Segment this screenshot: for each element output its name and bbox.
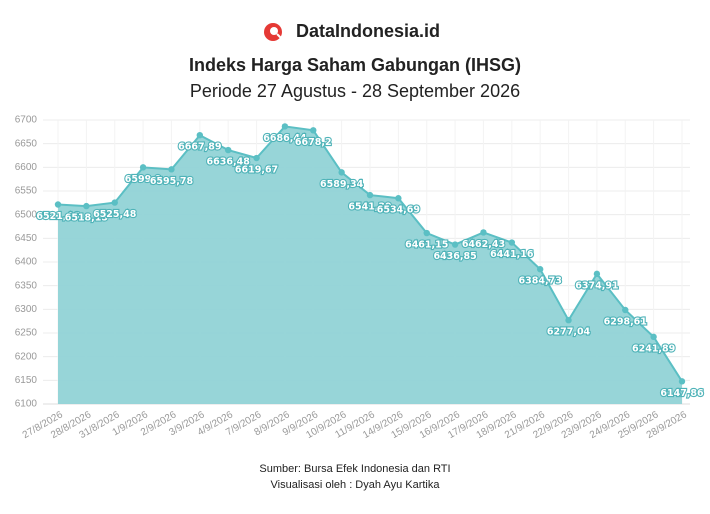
y-tick-label: 6500 xyxy=(15,209,38,220)
value-label: 6436,85 xyxy=(433,251,476,262)
value-label: 6384,73 xyxy=(519,276,562,287)
marker xyxy=(593,270,601,278)
value-label: 6534,69 xyxy=(377,205,420,216)
chart-title: Indeks Harga Saham Gabungan (IHSG) xyxy=(189,55,521,75)
marker xyxy=(395,195,402,202)
value-label: 6462,43 xyxy=(462,239,505,250)
y-tick-label: 6150 xyxy=(15,375,38,386)
value-label: 6686,44 xyxy=(263,133,307,144)
brand: DataIndonesia.id xyxy=(296,21,440,41)
value-label: 6541,39 xyxy=(348,202,391,213)
value-label: 6518,15 xyxy=(65,213,108,224)
y-tick-label: 6550 xyxy=(15,186,38,197)
value-label: 6241,89 xyxy=(632,343,675,354)
marker xyxy=(423,229,430,237)
y-tick-label: 6100 xyxy=(15,399,38,410)
y-tick-label: 6300 xyxy=(15,304,38,315)
marker xyxy=(281,123,289,130)
marker xyxy=(139,164,147,171)
marker xyxy=(338,169,345,176)
credit: Visualisasi oleh : Dyah Ayu Kartika xyxy=(271,479,441,491)
value-label: 6441,16 xyxy=(490,249,534,260)
marker xyxy=(54,201,62,208)
y-tick-label: 6400 xyxy=(15,257,38,268)
y-tick-label: 6250 xyxy=(15,328,38,339)
y-tick-label: 6600 xyxy=(15,162,38,173)
value-label: 6636,48 xyxy=(207,157,251,168)
marker xyxy=(253,154,260,162)
marker xyxy=(310,127,317,134)
y-tick-label: 6450 xyxy=(15,233,38,244)
marker xyxy=(650,333,657,341)
marker xyxy=(366,191,374,199)
y-tick-label: 6700 xyxy=(15,115,38,126)
value-label: 6599,9 xyxy=(125,174,162,185)
chart-subtitle: Periode 27 Agustus - 28 September 2026 xyxy=(190,81,520,101)
value-label: 6461,15 xyxy=(405,240,448,251)
value-label: 6521,46 xyxy=(36,211,80,222)
value-label: 6525,48 xyxy=(93,209,137,220)
value-label: 6374,91 xyxy=(575,280,618,291)
y-tick-label: 6350 xyxy=(15,280,38,291)
marker xyxy=(224,146,232,154)
marker xyxy=(451,241,459,248)
area xyxy=(58,126,682,405)
marker xyxy=(83,202,90,210)
marker xyxy=(196,131,204,139)
value-label: 6678,2 xyxy=(295,137,332,148)
marker xyxy=(508,239,516,246)
logo-icon xyxy=(264,23,282,41)
marker xyxy=(565,317,572,324)
marker xyxy=(678,378,686,385)
value-label: 6298,61 xyxy=(604,316,647,327)
value-label: 6589,34 xyxy=(320,179,364,190)
y-tick-label: 6200 xyxy=(15,351,38,362)
marker xyxy=(111,199,118,206)
marker xyxy=(480,229,487,236)
value-label: 6619,67 xyxy=(235,165,278,176)
marker xyxy=(168,166,175,173)
marker xyxy=(622,306,629,314)
value-label: 6595,78 xyxy=(150,176,194,187)
y-tick-label: 6650 xyxy=(15,138,38,149)
marker xyxy=(536,266,544,273)
value-label: 6147,86 xyxy=(660,388,704,399)
value-label: 6667,89 xyxy=(178,142,221,153)
source: Sumber: Bursa Efek Indonesia dan RTI xyxy=(259,463,450,475)
value-label: 6277,04 xyxy=(547,327,591,338)
